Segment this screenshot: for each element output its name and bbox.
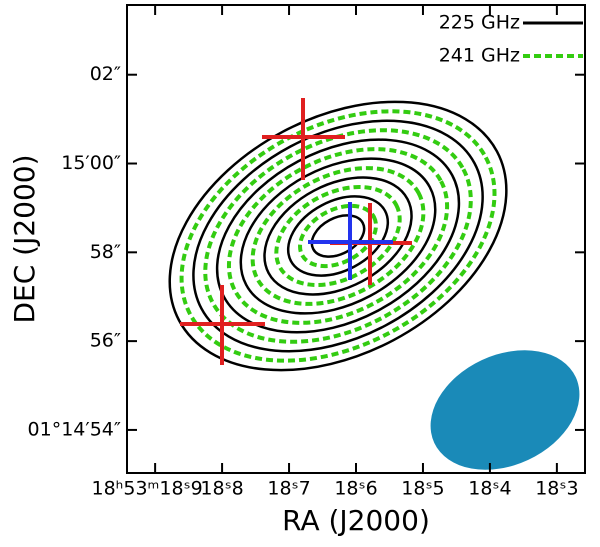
contour-241 [298, 203, 378, 269]
contour-225 [263, 176, 413, 296]
blue-cross [308, 202, 393, 280]
beam [430, 350, 580, 470]
x-tick-label: 18ˢ8 [200, 478, 243, 500]
contour-225 [215, 138, 461, 334]
contour-241 [274, 184, 402, 288]
x-tick-label: 18ˢ4 [468, 478, 511, 500]
y-axis-label: DEC (J2000) [8, 154, 41, 323]
y-tick-label: 58″ [90, 241, 121, 263]
red-cross [180, 285, 265, 365]
y-tick-label: 15′00″ [61, 152, 121, 174]
legend-label: 241 GHz [439, 45, 520, 67]
x-tick-label: 18ˢ6 [334, 478, 377, 500]
x-axis-label: RA (J2000) [282, 504, 430, 537]
x-tick-label: 18ˢ5 [401, 478, 444, 500]
red-cross [262, 98, 345, 180]
contours [168, 100, 508, 372]
legend-label: 225 GHz [439, 12, 520, 34]
contour-241 [203, 128, 473, 344]
x-tick-label: 18ˢ7 [267, 478, 310, 500]
contour-225 [192, 119, 484, 353]
contour-241 [179, 109, 497, 363]
contour-241 [226, 147, 450, 325]
contour-241 [250, 166, 426, 306]
markers [180, 98, 580, 470]
contour-225 [168, 100, 508, 372]
y-tick-label: 02″ [90, 63, 121, 85]
y-tick-label: 56″ [90, 330, 121, 352]
x-tick-label: 18ʰ53ᵐ18ˢ9 [92, 478, 203, 500]
contour-225 [239, 157, 437, 315]
y-tick-label: 01°14′54″ [28, 418, 121, 440]
contour-225 [310, 214, 366, 258]
x-tick-label: 18ˢ3 [535, 478, 578, 500]
contour-225 [286, 195, 390, 277]
